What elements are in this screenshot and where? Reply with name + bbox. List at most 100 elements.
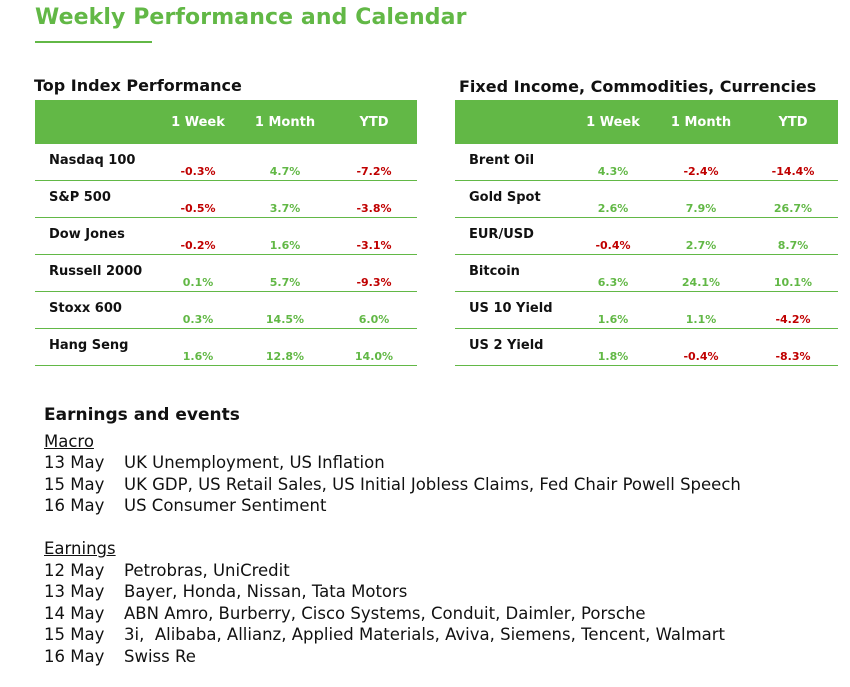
title-underline — [35, 41, 152, 43]
cell-ytd: -7.2% — [331, 144, 417, 181]
cell-month: 3.7% — [239, 180, 331, 218]
table-row: Stoxx 600 0.3% 14.5% 6.0% — [35, 291, 417, 329]
table-row: Gold Spot 2.6% 7.9% 26.7% — [455, 180, 838, 218]
cell-ytd: -3.1% — [331, 217, 417, 255]
macro-subheading: Macro — [44, 431, 94, 451]
row-name: EUR/USD — [455, 217, 572, 255]
column-header — [455, 100, 572, 144]
cell-month: 1.1% — [654, 291, 748, 329]
event-date: 14 May — [44, 603, 105, 623]
cell-ytd: -9.3% — [331, 254, 417, 292]
cell-ytd: -4.2% — [748, 291, 838, 329]
cell-month: 4.7% — [239, 144, 331, 181]
cell-week: -0.3% — [157, 144, 239, 181]
event-row: 14 May ABN Amro, Burberry, Cisco Systems,… — [44, 603, 834, 625]
row-name: Hang Seng — [35, 328, 157, 366]
cell-week: -0.5% — [157, 180, 239, 218]
column-header-1-week: 1 Week — [157, 100, 239, 144]
event-text: Bayer, Honda, Nissan, Tata Motors — [124, 582, 408, 601]
table-row: Hang Seng 1.6% 12.8% 14.0% — [35, 328, 417, 366]
cell-week: 0.3% — [157, 291, 239, 329]
cell-week: 1.6% — [572, 291, 654, 329]
cell-month: -2.4% — [654, 144, 748, 181]
fixed-income-table: 1 Week 1 Month YTD Brent Oil 4.3% -2.4% -14… — [455, 100, 838, 366]
event-date: 13 May — [44, 453, 105, 472]
table-header-row: 1 Week 1 Month YTD — [35, 100, 417, 144]
column-header-ytd: YTD — [331, 100, 417, 144]
cell-week: 2.6% — [572, 180, 654, 218]
event-date: 13 May — [44, 582, 105, 601]
cell-week: 0.1% — [157, 254, 239, 292]
event-row: 15 May UK GDP, US Retail Sales, US Initia… — [44, 474, 834, 496]
event-date: 15 May — [44, 474, 105, 494]
event-row: 15 May 3i, Alibaba, Allianz, Applied Mate… — [44, 624, 834, 646]
row-name: US 2 Yield — [455, 328, 572, 366]
cell-week: -0.4% — [572, 217, 654, 255]
event-date: 16 May — [44, 496, 105, 515]
cell-week: 1.8% — [572, 328, 654, 366]
cell-ytd: 8.7% — [748, 217, 838, 255]
table-header-row: 1 Week 1 Month YTD — [455, 100, 838, 144]
cell-week: 6.3% — [572, 254, 654, 292]
cell-month: 1.6% — [239, 217, 331, 255]
index-performance-table: 1 Week 1 Month YTD Nasdaq 100 -0.3% 4.7% -7… — [35, 100, 417, 366]
cell-month: -0.4% — [654, 328, 748, 366]
cell-month: 12.8% — [239, 328, 331, 366]
row-name: Stoxx 600 — [35, 291, 157, 329]
event-text: US Consumer Sentiment — [124, 496, 327, 515]
cell-week: 4.3% — [572, 144, 654, 181]
column-header-1-month: 1 Month — [239, 100, 331, 144]
cell-ytd: 26.7% — [748, 180, 838, 218]
cell-ytd: -14.4% — [748, 144, 838, 181]
event-date: 16 May — [44, 646, 105, 666]
table-row: Dow Jones -0.2% 1.6% -3.1% — [35, 217, 417, 255]
cell-week: 1.6% — [157, 328, 239, 366]
table-row: Bitcoin 6.3% 24.1% 10.1% — [455, 254, 838, 292]
event-text: UK Unemployment, US Inflation — [124, 453, 385, 472]
cell-ytd: -3.8% — [331, 180, 417, 218]
macro-list: 13 May UK Unemployment, US Inflation 15 Ma… — [44, 452, 834, 517]
row-name: US 10 Yield — [455, 291, 572, 329]
event-row: 12 May Petrobras, UniCredit — [44, 560, 834, 582]
cell-ytd: 10.1% — [748, 254, 838, 292]
cell-month: 2.7% — [654, 217, 748, 255]
row-name: Gold Spot — [455, 180, 572, 218]
event-text: UK GDP, US Retail Sales, US Initial Jobl… — [124, 474, 741, 494]
table-row: EUR/USD -0.4% 2.7% 8.7% — [455, 217, 838, 255]
row-name: Brent Oil — [455, 144, 572, 181]
event-text: 3i, Alibaba, Allianz, Applied Materials,… — [124, 625, 726, 644]
event-row: 16 May US Consumer Sentiment — [44, 495, 834, 517]
table-row: US 2 Yield 1.8% -0.4% -8.3% — [455, 328, 838, 366]
row-name: Bitcoin — [455, 254, 572, 292]
event-date: 15 May — [44, 625, 105, 644]
events-heading: Earnings and events — [44, 405, 240, 425]
event-text: ABN Amro, Burberry, Cisco Systems, Condu… — [124, 603, 646, 623]
page-title: Weekly Performance and Calendar — [35, 5, 467, 30]
table-row: US 10 Yield 1.6% 1.1% -4.2% — [455, 291, 838, 329]
column-header-1-week: 1 Week — [572, 100, 654, 144]
table-row: S&P 500 -0.5% 3.7% -3.8% — [35, 180, 417, 218]
event-row: 13 May Bayer, Honda, Nissan, Tata Motors — [44, 581, 834, 603]
event-row: 16 May Swiss Re — [44, 646, 834, 668]
column-header-1-month: 1 Month — [654, 100, 748, 144]
cell-ytd: 14.0% — [331, 328, 417, 366]
table-row: Nasdaq 100 -0.3% 4.7% -7.2% — [35, 144, 417, 181]
event-date: 12 May — [44, 560, 105, 580]
column-header-ytd: YTD — [748, 100, 838, 144]
cell-month: 14.5% — [239, 291, 331, 329]
cell-month: 24.1% — [654, 254, 748, 292]
row-name: Dow Jones — [35, 217, 157, 255]
row-name: Russell 2000 — [35, 254, 157, 292]
cell-month: 5.7% — [239, 254, 331, 292]
cell-month: 7.9% — [654, 180, 748, 218]
table-row: Brent Oil 4.3% -2.4% -14.4% — [455, 144, 838, 181]
spacer — [44, 517, 834, 539]
table-row: Russell 2000 0.1% 5.7% -9.3% — [35, 254, 417, 292]
index-table-title: Top Index Performance — [34, 76, 242, 95]
event-row: 13 May UK Unemployment, US Inflation — [44, 452, 834, 474]
row-name: S&P 500 — [35, 180, 157, 218]
column-header — [35, 100, 157, 144]
cell-ytd: 6.0% — [331, 291, 417, 329]
row-name: Nasdaq 100 — [35, 144, 157, 181]
earnings-subheading: Earnings — [44, 539, 116, 558]
